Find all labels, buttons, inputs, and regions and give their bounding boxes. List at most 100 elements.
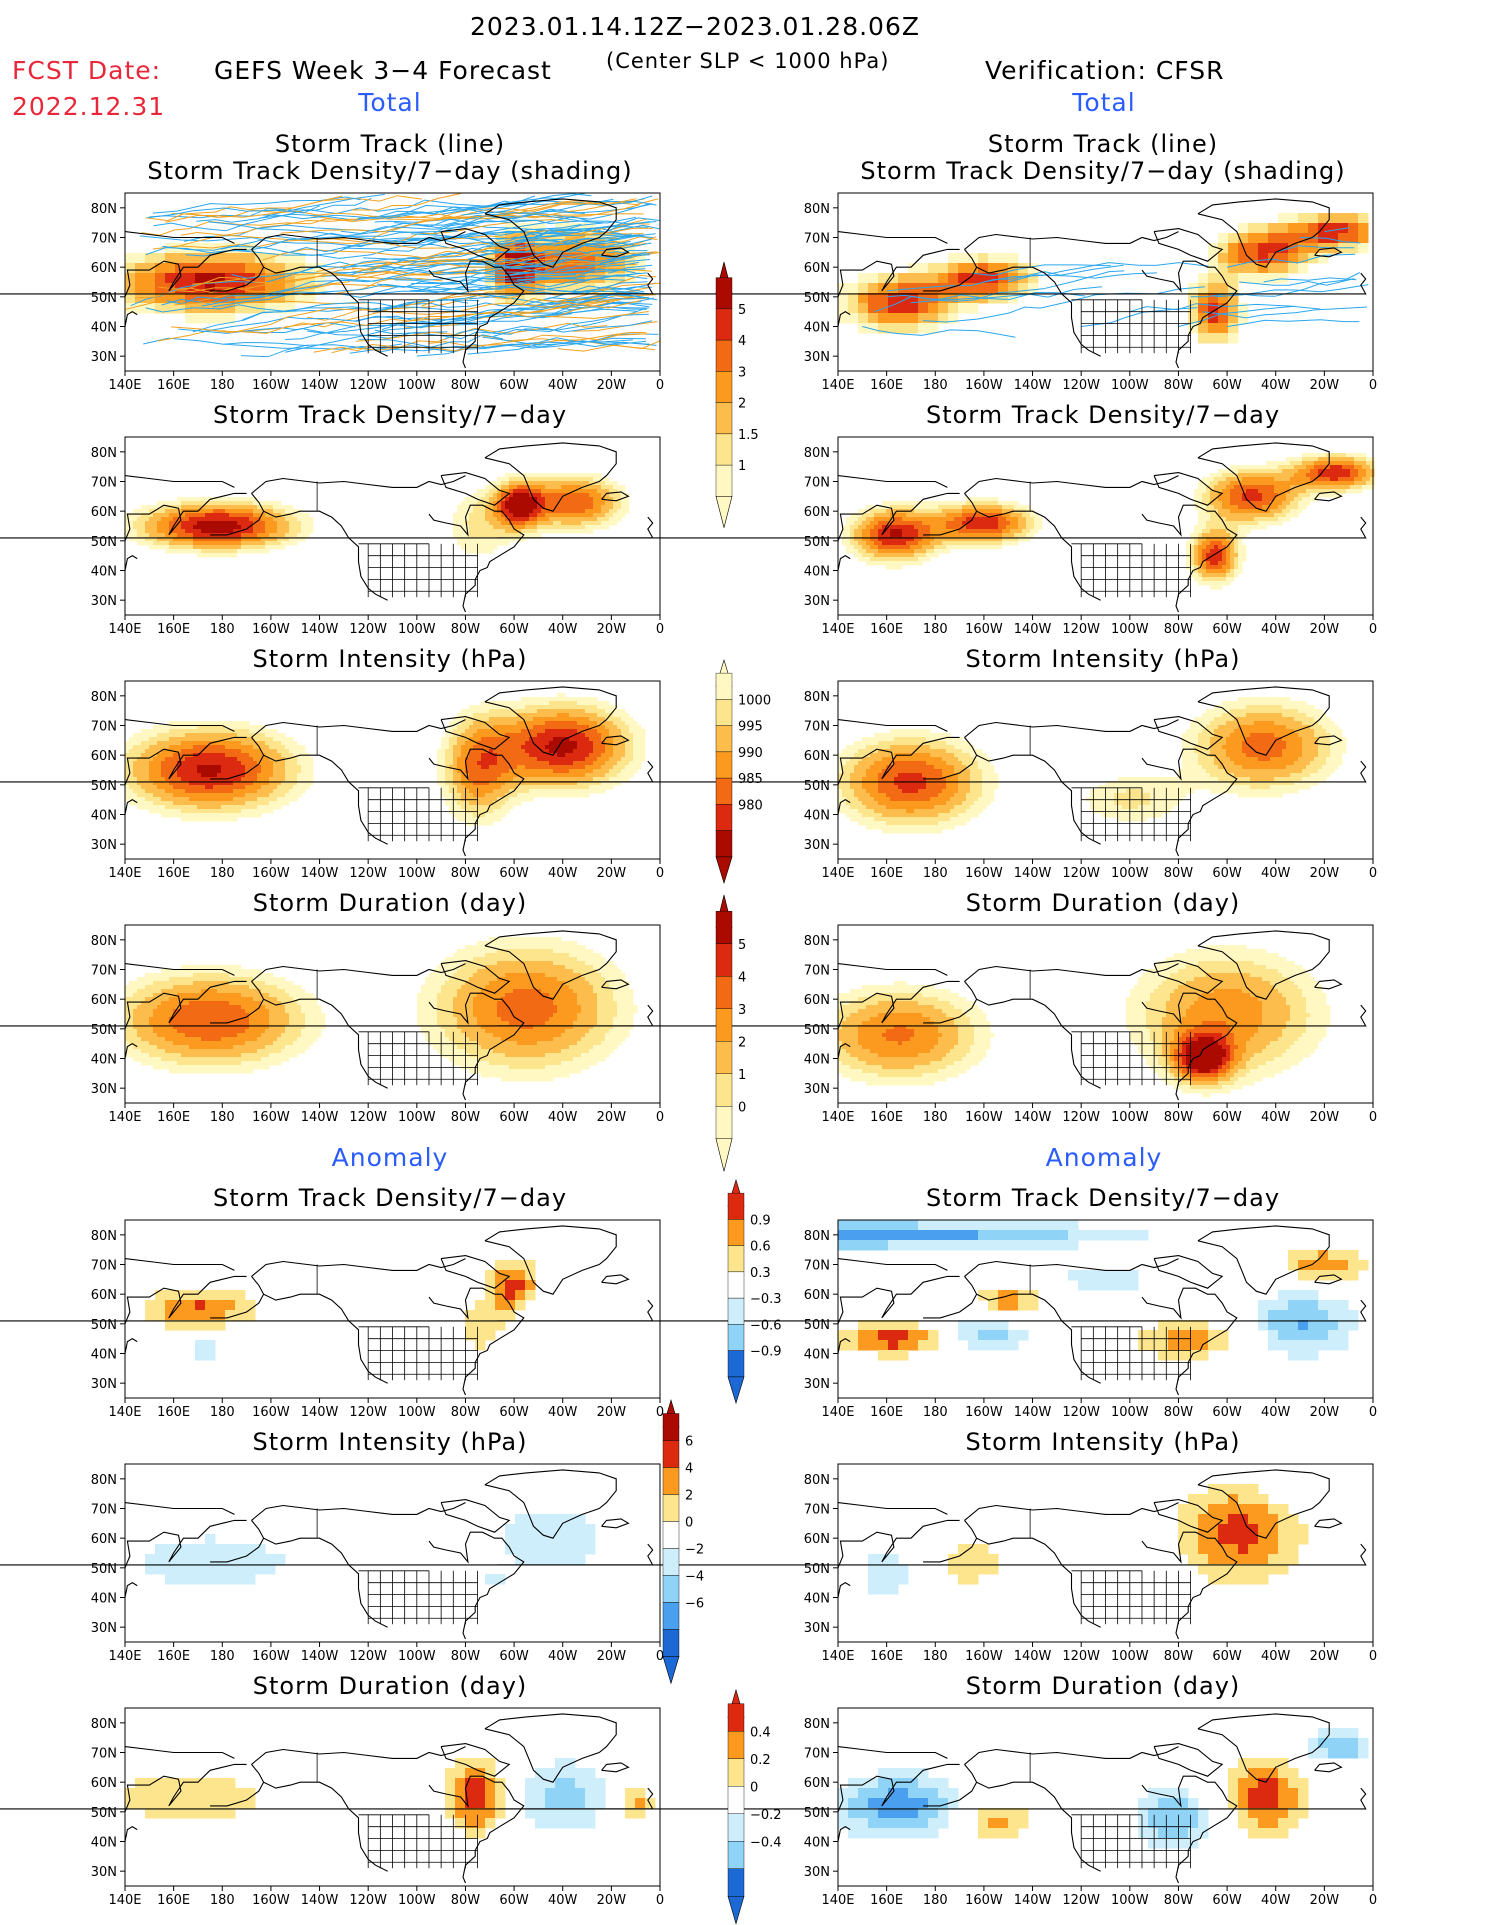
cfsr-r2-cell — [846, 517, 851, 522]
cfsr-r2-cell — [1254, 521, 1259, 526]
gefs-r3-cell — [497, 737, 502, 742]
gefs-r3-cell — [257, 773, 262, 778]
gefs-r2-cell — [473, 533, 478, 538]
cfsr-r2-cell — [1210, 501, 1215, 506]
cfsr-r2-cell — [1242, 513, 1247, 518]
cfsr-r2-cell — [1290, 509, 1295, 514]
cfsr-r2-cell — [994, 521, 999, 526]
gefs-r1-track — [201, 304, 598, 333]
gefs-r2-cell — [189, 545, 194, 550]
gefs-r3-cell — [457, 765, 462, 770]
cfsr-r2-cell — [1230, 561, 1235, 566]
gefs-r3-cell — [469, 741, 474, 746]
cfsr-r2-cell — [990, 541, 995, 546]
cfsr-r2-cell — [970, 545, 975, 550]
gefs-r2-cell — [613, 517, 618, 522]
gefs-r3-cell — [517, 705, 522, 710]
gefs-r2-cell — [277, 521, 282, 526]
gefs-r3-cell — [625, 757, 630, 762]
cfsr-r2-cell — [1238, 549, 1243, 554]
gefs-r3-cell — [613, 741, 618, 746]
cfsr-r2-cell — [922, 545, 927, 550]
cfsr-r1-cell — [1208, 283, 1219, 294]
gefs-r3-cell — [157, 765, 162, 770]
gefs-r3-cell — [445, 761, 450, 766]
cfsr-r2-cell — [1346, 465, 1351, 470]
gefs-r2-cell — [233, 513, 238, 518]
gefs-r2-cell — [261, 541, 266, 546]
gefs-r2-cell — [237, 497, 242, 502]
gefs-r3-cell — [281, 737, 286, 742]
cfsr-r2-cell — [870, 553, 875, 558]
cfsr-r2-cell — [1290, 489, 1295, 494]
gefs-r3-cell — [629, 717, 634, 722]
gefs-r2-frame — [124, 436, 661, 616]
cfsr-r2-cell — [1370, 457, 1375, 462]
gefs-r2-cell — [237, 525, 242, 530]
gefs-r3-cell — [137, 753, 142, 758]
cfsr-r2-cell — [1282, 489, 1287, 494]
cfsr-r1-cell — [998, 253, 1009, 264]
gefs-r2-cell — [137, 521, 142, 526]
gefs-r2-cell — [293, 521, 298, 526]
gefs-r1-track — [351, 193, 461, 211]
gefs-r2-cell — [489, 517, 494, 522]
gefs-r3-cell — [233, 729, 238, 734]
gefs-r3-cell — [557, 701, 562, 706]
cfsr-r1-xtick-label: 60W — [1212, 378, 1242, 393]
gefs-r3-cell — [617, 713, 622, 718]
gefs-r3-cell — [605, 705, 610, 710]
gefs-r3-cell — [505, 713, 510, 718]
cfsr-r2-cell — [1222, 529, 1227, 534]
gefs-r3-cell — [257, 769, 262, 774]
gefs-r2-cell — [481, 549, 486, 554]
gefs-r2-cell — [613, 497, 618, 502]
gefs-r1-coastline — [124, 248, 247, 298]
gefs-r3-cell — [273, 733, 278, 738]
gefs-r2-cell — [181, 513, 186, 518]
cfsr-r2-xtick-label: 180 — [923, 622, 948, 637]
gefs-r2-cell — [573, 477, 578, 482]
cfsr-r2-cell — [1234, 485, 1239, 490]
cfsr-r2-cell — [958, 545, 963, 550]
gefs-r3-cell — [525, 745, 530, 750]
gefs-r2-cell — [561, 473, 566, 478]
gefs-r1-track — [342, 239, 567, 270]
gefs-r1-cell — [295, 273, 306, 284]
cfsr-r2-cell — [990, 521, 995, 526]
gefs-r2-cell — [249, 505, 254, 510]
cfsr-r2-cell — [1278, 477, 1283, 482]
gefs-r2-cell — [609, 485, 614, 490]
cfsr-r1-xtick-label: 20W — [1310, 378, 1340, 393]
cfsr-r1-cell — [1218, 333, 1229, 344]
gefs-r2-cell — [501, 477, 506, 482]
gefs-r3-cell — [201, 757, 206, 762]
cfsr-r2-cell — [918, 521, 923, 526]
gefs-r2-cell — [177, 505, 182, 510]
gefs-r3-cell — [561, 733, 566, 738]
gefs-r3-cell — [145, 753, 150, 758]
gefs-r3-cell — [277, 761, 282, 766]
gefs-r2-cell — [193, 497, 198, 502]
gefs-r3-cell — [633, 769, 638, 774]
gefs-r2-cell — [129, 533, 134, 538]
cfsr-r2-cell — [842, 533, 847, 538]
cfsr-r2-cell — [1230, 493, 1235, 498]
gefs-r1-coastline — [484, 198, 617, 268]
gefs-r3-cell — [489, 713, 494, 718]
gefs-r3-cell — [245, 769, 250, 774]
gefs-r2-cell — [261, 549, 266, 554]
gefs-r2-cell — [213, 549, 218, 554]
gefs-r3-cell — [549, 729, 554, 734]
gefs-r2-cell — [453, 517, 458, 522]
gefs-r2-cell — [621, 513, 626, 518]
gefs-r3-cell — [589, 757, 594, 762]
cfsr-r2-cell — [1198, 545, 1203, 550]
gefs-r2-cell — [257, 509, 262, 514]
gefs-r2-cell — [201, 521, 206, 526]
gefs-r3-cell — [165, 733, 170, 738]
gefs-r3-cell — [521, 701, 526, 706]
gefs-r3-cell — [437, 753, 442, 758]
gefs-r3-cell — [585, 761, 590, 766]
cfsr-r1-xtick-label: 120W — [1062, 378, 1100, 393]
